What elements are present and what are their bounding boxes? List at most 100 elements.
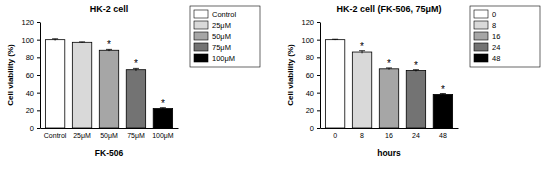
- bar: [126, 70, 145, 128]
- x-tick: 8: [360, 132, 364, 139]
- y-tick-mark: [37, 22, 40, 23]
- y-tick: 40: [26, 89, 40, 98]
- legend: 08162448: [470, 6, 540, 67]
- y-tick-mark: [317, 57, 320, 58]
- x-tick: 24: [412, 132, 420, 139]
- error-bar-cap: [79, 41, 85, 42]
- plot-area: [325, 39, 452, 128]
- x-axis-title: hours: [377, 148, 401, 158]
- y-tick-mark: [317, 128, 320, 129]
- y-tick-label: 80: [26, 53, 34, 62]
- y-tick-label: 120: [21, 18, 34, 27]
- y-tick-label: 100: [301, 36, 314, 45]
- y-tick-label: 40: [26, 89, 34, 98]
- y-tick-mark: [317, 22, 320, 23]
- x-tick-label: 16: [385, 132, 393, 139]
- significance-mark: *: [387, 58, 391, 69]
- y-axis-title: Cell viability (%): [286, 44, 295, 106]
- y-tick: 20: [26, 106, 40, 115]
- plot-area: [45, 39, 172, 128]
- legend-label: 25μM: [212, 21, 231, 30]
- y-tick-label: 80: [306, 53, 314, 62]
- figure: 020406080100120Control25μM50μM75μM100μM*…: [0, 0, 554, 174]
- y-tick: 0: [310, 124, 320, 133]
- y-tick-label: 40: [306, 89, 314, 98]
- error-bar: [332, 39, 338, 41]
- y-axis-title: Cell viability (%): [6, 44, 15, 106]
- y-tick: 60: [306, 71, 320, 80]
- legend-swatch: [194, 54, 208, 62]
- x-tick: 0: [333, 132, 337, 139]
- y-tick: 100: [301, 36, 320, 45]
- legend-box: [470, 6, 540, 67]
- x-tick: Control: [44, 132, 67, 139]
- error-bar-cap: [332, 39, 338, 40]
- legend-label: 100μM: [212, 54, 235, 63]
- y-tick-mark: [37, 93, 40, 94]
- y-tick-mark: [317, 110, 320, 111]
- error-bar-cap: [52, 38, 58, 39]
- bar: [153, 109, 172, 128]
- chart-title: HK-2 cell (FK-506, 75μM): [336, 4, 441, 14]
- y-tick: 20: [306, 106, 320, 115]
- significance-mark: *: [107, 39, 111, 50]
- bar: [406, 71, 425, 128]
- x-tick: 16: [385, 132, 393, 139]
- x-tick-label: 50μM: [100, 132, 118, 140]
- error-bar: [79, 41, 85, 43]
- bar: [325, 40, 344, 128]
- legend-swatch: [194, 21, 208, 29]
- y-tick-mark: [37, 110, 40, 111]
- y-tick-mark: [317, 75, 320, 76]
- legend-swatch: [474, 10, 488, 18]
- chart-title: HK-2 cell: [90, 4, 129, 14]
- x-axis: Control 25μM 50μM 75μM 100μM: [41, 129, 179, 140]
- y-tick-label: 60: [306, 71, 314, 80]
- y-tick: 60: [26, 71, 40, 80]
- x-tick: 50μM: [100, 132, 118, 140]
- bar: [379, 69, 398, 128]
- x-tick-label: 25μM: [73, 132, 91, 140]
- legend-label: 48: [492, 54, 500, 63]
- x-tick-label: 0: [333, 132, 337, 139]
- x-tick-label: 8: [360, 132, 364, 139]
- bar: [433, 94, 452, 128]
- y-tick: 120: [21, 18, 40, 27]
- bar: [352, 52, 371, 128]
- bar: [72, 42, 91, 128]
- y-tick: 40: [306, 89, 320, 98]
- legend-box: [190, 6, 260, 67]
- significance-mark: *: [134, 58, 138, 69]
- y-axis-line: [320, 23, 321, 129]
- legend-swatch: [194, 43, 208, 51]
- y-tick: 80: [306, 53, 320, 62]
- legend-label: 0: [492, 10, 496, 19]
- legend-label: 8: [492, 21, 496, 30]
- y-tick-mark: [37, 75, 40, 76]
- y-tick-label: 0: [30, 124, 34, 133]
- x-axis-line: [41, 128, 179, 129]
- x-axis-line: [321, 128, 459, 129]
- y-axis: 020406080100120: [301, 18, 320, 133]
- bar: [45, 40, 64, 128]
- significance-mark: *: [441, 84, 445, 95]
- significance-mark: *: [161, 98, 165, 109]
- legend-label: 75μM: [212, 43, 231, 52]
- bar: [99, 50, 118, 128]
- x-tick-label: Control: [44, 132, 67, 139]
- x-tick-label: 100μM: [152, 132, 174, 140]
- legend-label: 24: [492, 43, 500, 52]
- y-tick-mark: [37, 57, 40, 58]
- y-tick-label: 20: [306, 106, 314, 115]
- y-tick-mark: [317, 40, 320, 41]
- error-bar: [52, 39, 58, 41]
- y-tick-mark: [37, 128, 40, 129]
- legend-swatch: [474, 32, 488, 40]
- panel: 02040608010012008162448****HK-2 cell (FK…: [286, 4, 540, 158]
- x-tick: 100μM: [152, 132, 174, 140]
- y-axis-line: [40, 23, 41, 129]
- x-tick: 75μM: [127, 132, 145, 140]
- panel: 020406080100120Control25μM50μM75μM100μM*…: [6, 4, 260, 158]
- legend-swatch: [474, 21, 488, 29]
- legend-swatch: [474, 54, 488, 62]
